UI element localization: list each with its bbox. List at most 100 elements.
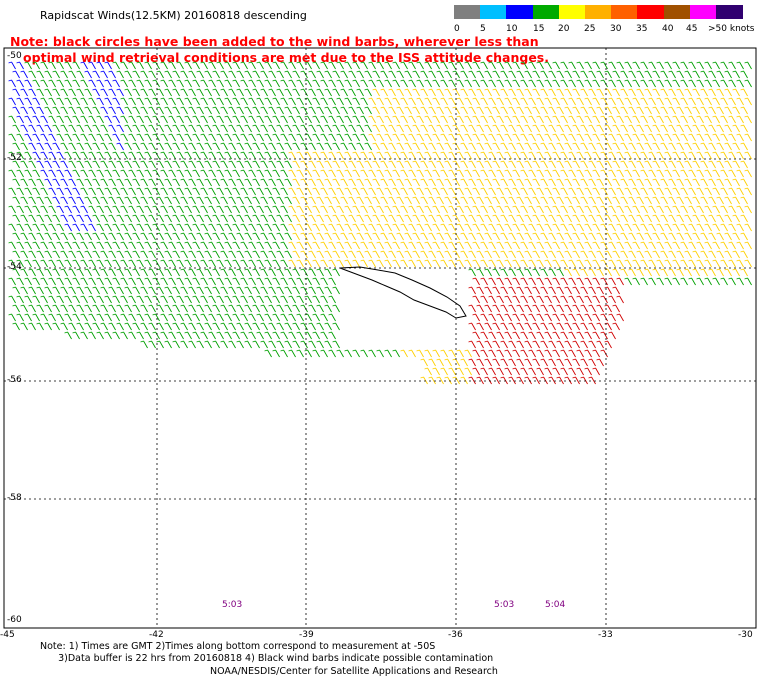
wind-barb bbox=[16, 115, 24, 124]
wind-barb bbox=[60, 106, 68, 115]
wind-barb bbox=[364, 196, 372, 205]
wind-barb bbox=[24, 133, 32, 142]
wind-barb bbox=[192, 295, 200, 304]
wind-barb bbox=[360, 115, 368, 124]
wind-barb bbox=[708, 250, 716, 259]
wind-barb bbox=[680, 223, 688, 232]
wind-barb bbox=[444, 214, 452, 223]
wind-barb bbox=[284, 304, 292, 313]
wind-barb bbox=[316, 214, 324, 223]
wind-barb bbox=[224, 61, 232, 70]
wind-barb bbox=[88, 133, 96, 142]
wind-barb bbox=[460, 142, 468, 151]
wind-barb bbox=[432, 259, 440, 268]
wind-barb bbox=[652, 178, 660, 187]
wind-barb bbox=[440, 151, 448, 160]
wind-barb bbox=[192, 223, 200, 232]
wind-barb bbox=[152, 133, 160, 142]
wind-barb bbox=[532, 196, 540, 205]
wind-barb bbox=[428, 142, 436, 151]
wind-barb bbox=[264, 223, 272, 232]
wind-barb bbox=[280, 97, 288, 106]
wind-barb bbox=[684, 142, 692, 151]
wind-barb bbox=[276, 322, 284, 331]
wind-barb bbox=[468, 178, 476, 187]
wind-barb bbox=[336, 241, 344, 250]
wind-barb bbox=[172, 124, 180, 133]
wind-barb bbox=[340, 160, 348, 169]
wind-barb bbox=[728, 61, 736, 70]
wind-barb bbox=[296, 241, 304, 250]
wind-barb bbox=[684, 124, 692, 133]
wind-barb bbox=[280, 277, 288, 286]
wind-barb bbox=[468, 160, 476, 169]
wind-barb bbox=[76, 178, 84, 187]
wind-barb bbox=[128, 151, 136, 160]
wind-barb bbox=[216, 331, 224, 340]
wind-barb bbox=[500, 70, 508, 79]
wind-barb bbox=[52, 160, 60, 169]
wind-barb bbox=[664, 151, 672, 160]
wind-barb bbox=[708, 124, 716, 133]
wind-barb bbox=[708, 70, 716, 79]
wind-barb bbox=[228, 70, 236, 79]
wind-barb bbox=[100, 286, 108, 295]
wind-barb bbox=[496, 79, 504, 88]
wind-barb bbox=[504, 79, 512, 88]
footer-line-2: 3)Data buffer is 22 hrs from 20160818 4)… bbox=[40, 653, 494, 664]
wind-barb bbox=[624, 223, 632, 232]
wind-barb bbox=[488, 151, 496, 160]
wind-barb bbox=[232, 295, 240, 304]
wind-barb bbox=[512, 295, 520, 304]
wind-barb bbox=[456, 187, 464, 196]
wind-barb bbox=[536, 331, 544, 340]
wind-barb bbox=[592, 259, 600, 268]
wind-barb bbox=[628, 268, 636, 277]
wind-barb bbox=[500, 376, 508, 385]
wind-barb bbox=[592, 79, 600, 88]
wind-barb bbox=[272, 331, 280, 340]
wind-barb bbox=[312, 277, 320, 286]
wind-barb bbox=[88, 169, 96, 178]
wind-barb bbox=[716, 178, 724, 187]
wind-barb bbox=[220, 322, 228, 331]
wind-barb bbox=[228, 214, 236, 223]
wind-barb bbox=[428, 250, 436, 259]
wind-barb bbox=[556, 268, 564, 277]
wind-barb bbox=[356, 142, 364, 151]
wind-barb bbox=[288, 169, 296, 178]
wind-barb bbox=[288, 349, 296, 358]
wind-barb bbox=[668, 268, 676, 277]
wind-barb bbox=[160, 205, 168, 214]
wind-barb bbox=[740, 268, 748, 277]
legend-swatch bbox=[689, 5, 717, 19]
wind-barb bbox=[164, 142, 172, 151]
wind-barb bbox=[384, 349, 392, 358]
wind-barb bbox=[716, 124, 724, 133]
wind-barb bbox=[668, 250, 676, 259]
wind-barb bbox=[576, 187, 584, 196]
wind-barb bbox=[320, 241, 328, 250]
wind-barb bbox=[232, 223, 240, 232]
wind-barb bbox=[252, 196, 260, 205]
wind-barb bbox=[452, 358, 460, 367]
wind-barb bbox=[592, 169, 600, 178]
wind-barb bbox=[24, 169, 32, 178]
wind-barb bbox=[284, 160, 292, 169]
wind-barb bbox=[676, 142, 684, 151]
wind-barb bbox=[28, 88, 36, 97]
wind-barb bbox=[588, 376, 596, 385]
wind-barb bbox=[472, 133, 480, 142]
wind-barb bbox=[680, 79, 688, 88]
wind-barb bbox=[228, 88, 236, 97]
wind-barb bbox=[572, 106, 580, 115]
wind-barb bbox=[580, 286, 588, 295]
wind-barb bbox=[176, 205, 184, 214]
wind-barb bbox=[196, 214, 204, 223]
wind-barb bbox=[488, 115, 496, 124]
wind-barb bbox=[708, 88, 716, 97]
wind-barb bbox=[568, 349, 576, 358]
wind-barb bbox=[320, 223, 328, 232]
wind-barb bbox=[188, 304, 196, 313]
wind-barb bbox=[328, 277, 336, 286]
